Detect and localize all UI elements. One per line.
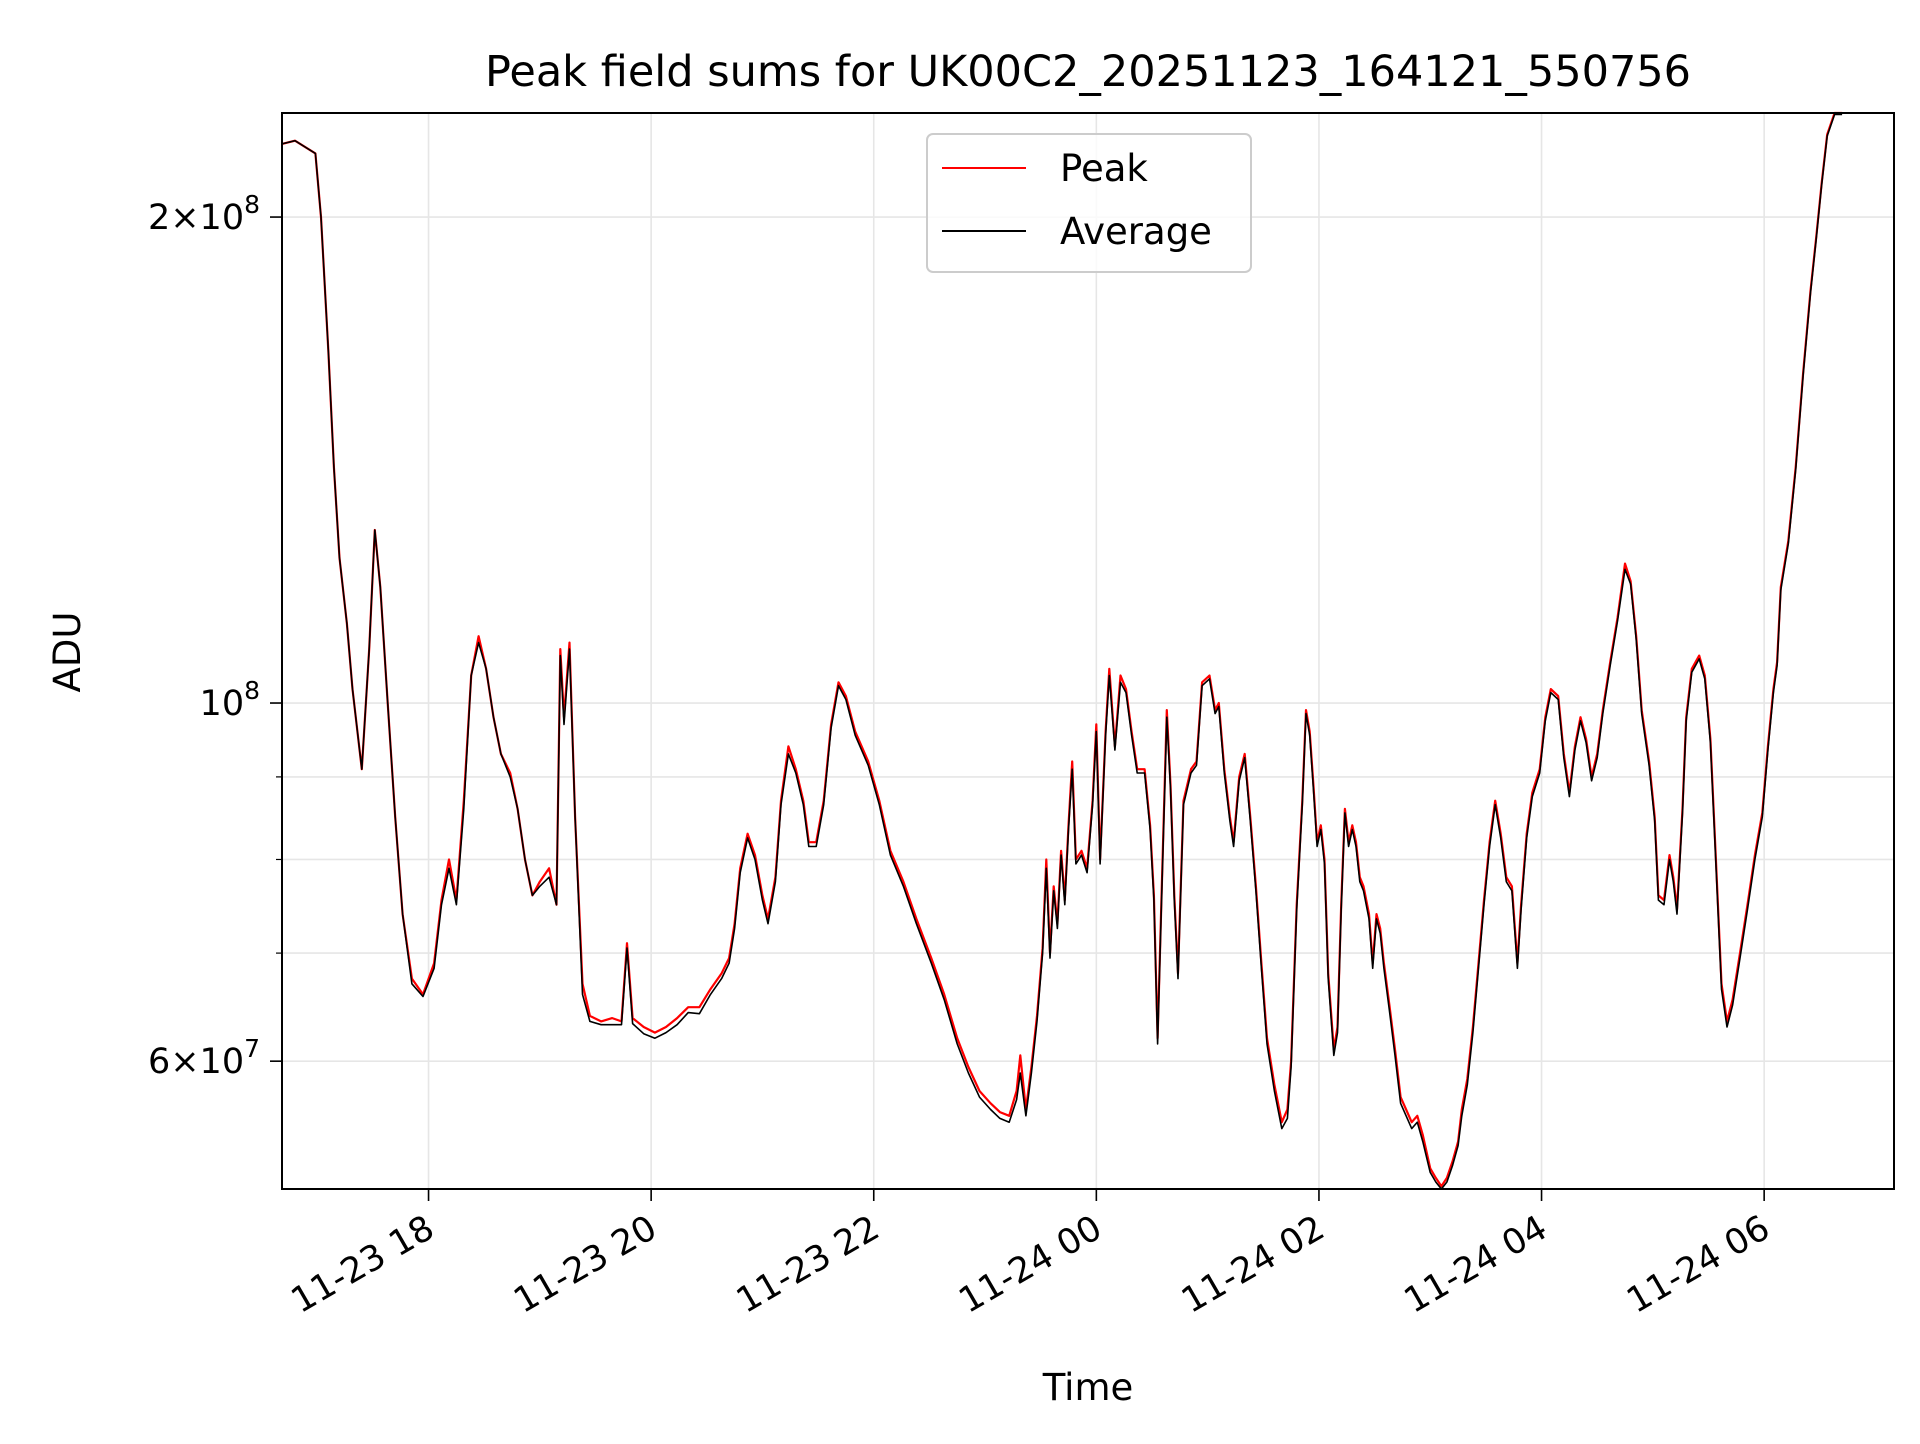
x-tick-label: 11-24 06 <box>1620 1208 1776 1321</box>
x-tick-label: 11-23 22 <box>730 1208 886 1321</box>
chart-title: Peak field sums for UK00C2_20251123_1641… <box>485 47 1691 97</box>
series-line-average <box>281 113 1843 1190</box>
y-axis-label: ADU <box>46 612 89 693</box>
series-line-peak <box>281 111 1843 1188</box>
x-tick-label: 11-23 20 <box>507 1208 663 1321</box>
plot-frame <box>281 112 1895 1190</box>
legend: Peak Average <box>926 133 1252 273</box>
y-tick-label: 2×108 <box>148 190 260 238</box>
y-tick-label: 6×107 <box>148 1034 260 1082</box>
series-layer <box>281 111 1843 1190</box>
x-tick-label: 11-24 04 <box>1398 1208 1554 1321</box>
x-tick-label: 11-24 02 <box>1175 1208 1331 1321</box>
x-axis-label: Time <box>1042 1366 1134 1409</box>
x-tick-label: 11-24 00 <box>953 1208 1109 1321</box>
grid-layer <box>282 113 1894 1189</box>
legend-average-label: Average <box>1060 210 1212 253</box>
x-tick-label: 11-23 18 <box>285 1208 441 1321</box>
y-tick-label: 108 <box>200 676 260 724</box>
legend-peak-label: Peak <box>1060 147 1148 190</box>
